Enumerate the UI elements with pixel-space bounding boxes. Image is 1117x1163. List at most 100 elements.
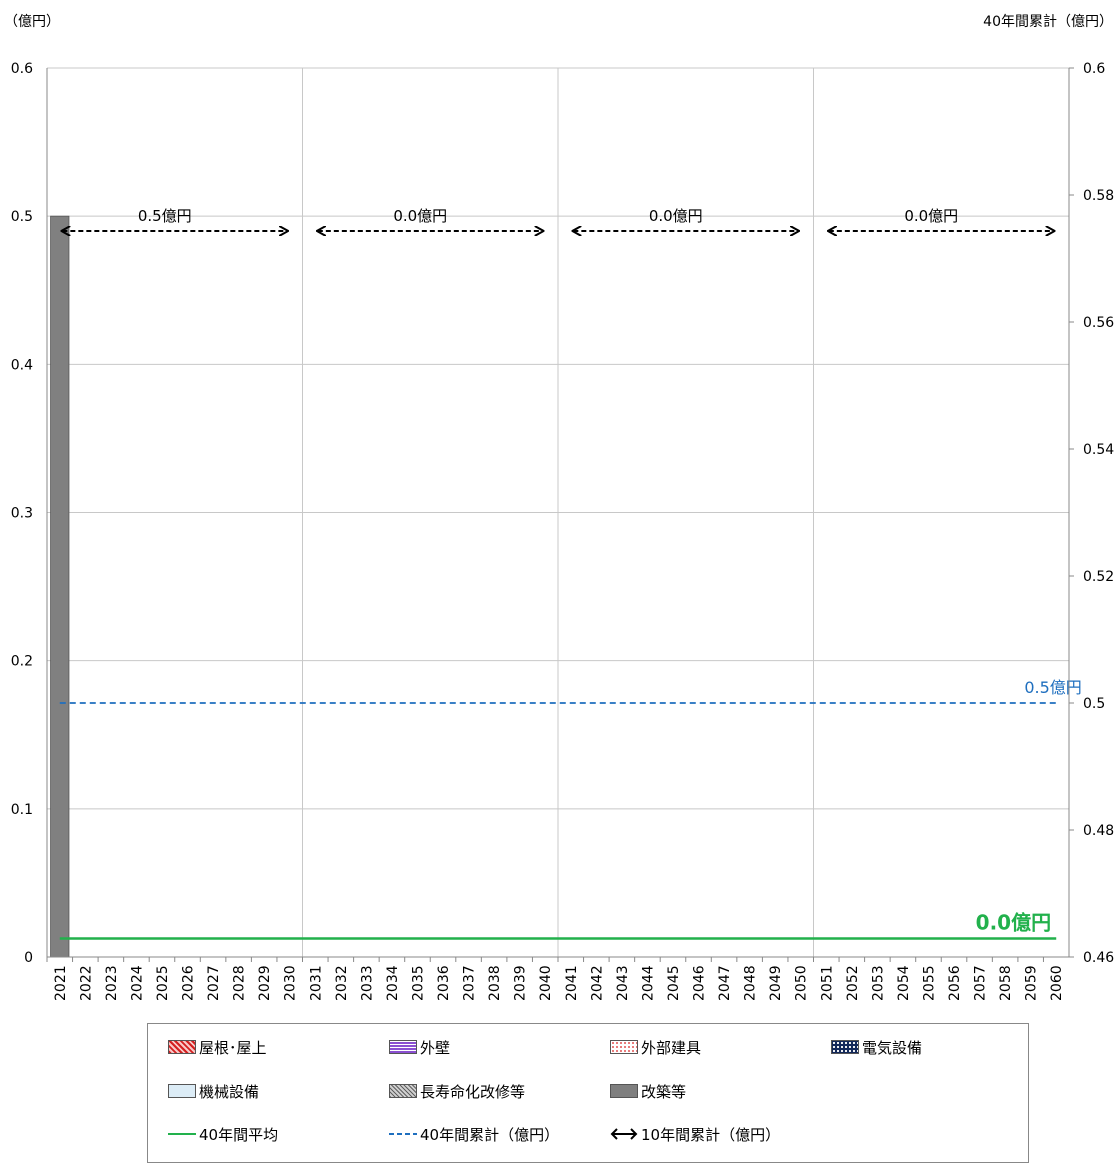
- legend-swatch: [389, 1040, 417, 1054]
- x-tick-label: 2038: [487, 965, 503, 1001]
- x-axis-ticks: 2021 2022 2023 2024 2025 2026 2027 2028 2029 2030…: [46, 957, 1065, 1001]
- decade-total-label: 0.5億円: [138, 207, 192, 225]
- y-axis-ticks: 0 0.1 0.2 0.3 0.4 0.5 0.6: [11, 61, 33, 966]
- x-tick-label: 2052: [845, 965, 861, 1001]
- x-tick-label: 2027: [206, 965, 222, 1001]
- legend-swatch: [610, 1084, 638, 1098]
- x-tick-label: 2054: [896, 965, 912, 1001]
- x-tick-label: 2022: [78, 965, 94, 1001]
- x-tick-label: 2049: [768, 965, 784, 1001]
- right-axis-title: 40年間累計（億円）: [983, 14, 1113, 30]
- y-tick-label: 0.4: [11, 357, 33, 373]
- x-tick-label: 2043: [615, 965, 631, 1001]
- legend-label: 電気設備: [862, 1038, 923, 1057]
- y-tick-label: 0.2: [11, 654, 33, 670]
- cumulative-label: 0.5億円: [1024, 678, 1081, 697]
- x-tick-label: 2050: [794, 965, 810, 1001]
- y2-tick-label: 0.52: [1083, 569, 1114, 585]
- legend-swatch: [168, 1084, 196, 1098]
- legend-item: 電気設備: [831, 1036, 922, 1058]
- y2-axis-ticks: 0.46 0.48 0.5 0.52 0.54 0.56 0.58 0.6: [1069, 61, 1114, 966]
- legend-label: 外壁: [420, 1038, 451, 1057]
- x-tick-label: 2035: [410, 965, 426, 1001]
- y-tick-label: 0.3: [11, 506, 33, 522]
- legend-label: 10年間累計（億円）: [641, 1125, 781, 1144]
- x-tick-label: 2059: [1024, 965, 1040, 1001]
- legend: 屋根･屋上 外壁 外部建具 電気設備機械設備 長寿命化改修等 改築等 40年間平均 40年間累…: [147, 1023, 1029, 1163]
- x-tick-label: 2058: [998, 965, 1014, 1001]
- decade-total-label: 0.0億円: [649, 207, 703, 225]
- y-tick-label: 0.6: [11, 61, 33, 77]
- x-tick-label: 2057: [973, 965, 989, 1001]
- legend-item: 外壁: [389, 1036, 450, 1058]
- legend-label: 外部建具: [641, 1038, 702, 1057]
- y2-tick-label: 0.5: [1083, 696, 1105, 712]
- y2-tick-label: 0.46: [1083, 950, 1114, 966]
- y-tick-label: 0: [24, 950, 33, 966]
- legend-item: 40年間平均: [168, 1123, 278, 1145]
- legend-label: 屋根･屋上: [199, 1038, 267, 1057]
- x-tick-label: 2023: [104, 965, 120, 1001]
- legend-item: 屋根･屋上: [168, 1036, 267, 1058]
- x-tick-label: 2032: [334, 965, 350, 1001]
- x-tick-label: 2056: [947, 965, 963, 1001]
- legend-label: 機械設備: [199, 1082, 260, 1101]
- x-tick-label: 2040: [538, 965, 554, 1001]
- legend-label: 長寿命化改修等: [420, 1082, 526, 1101]
- x-tick-label: 2042: [589, 965, 605, 1001]
- legend-swatch: [389, 1084, 417, 1098]
- legend-item: 40年間累計（億円）: [389, 1123, 559, 1145]
- y2-tick-label: 0.58: [1083, 188, 1114, 204]
- x-tick-label: 2036: [436, 965, 452, 1001]
- legend-swatch: [831, 1040, 859, 1054]
- x-tick-label: 2039: [513, 965, 529, 1001]
- x-tick-label: 2060: [1049, 965, 1065, 1001]
- decade-total-label: 0.0億円: [904, 207, 958, 225]
- gridlines: [47, 67, 1069, 958]
- x-tick-label: 2030: [283, 965, 299, 1001]
- legend-item: 改築等: [610, 1080, 686, 1102]
- legend-item: 10年間累計（億円）: [610, 1123, 780, 1145]
- legend-swatch: [168, 1040, 196, 1054]
- y2-tick-label: 0.56: [1083, 315, 1114, 331]
- legend-label: 改築等: [641, 1082, 687, 1101]
- legend-item: 外部建具: [610, 1036, 701, 1058]
- x-tick-label: 2051: [819, 965, 835, 1001]
- x-tick-label: 2024: [129, 965, 145, 1001]
- legend-line-swatch: [168, 1127, 196, 1141]
- legend-line-swatch: [389, 1127, 417, 1141]
- legend-item: 機械設備: [168, 1080, 259, 1102]
- x-tick-label: 2031: [308, 965, 324, 1001]
- legend-swatch: [610, 1040, 638, 1054]
- x-tick-label: 2026: [181, 965, 197, 1001]
- x-tick-label: 2021: [53, 965, 69, 1001]
- legend-item: 長寿命化改修等: [389, 1080, 525, 1102]
- legend-line-swatch: [610, 1127, 638, 1141]
- x-tick-label: 2037: [462, 965, 478, 1001]
- y2-tick-label: 0.48: [1083, 823, 1114, 839]
- bar-2021: [50, 215, 70, 958]
- y2-tick-label: 0.54: [1083, 442, 1114, 458]
- x-tick-label: 2044: [640, 965, 656, 1001]
- x-tick-label: 2025: [155, 965, 171, 1001]
- reference-lines: 0.0億円 0.5億円: [59, 678, 1082, 940]
- decade-annotations: 0.5億円 0.0億円 0.0億円 0.0億円: [62, 207, 1053, 231]
- y2-tick-label: 0.6: [1083, 61, 1105, 77]
- x-tick-label: 2033: [359, 965, 375, 1001]
- x-tick-label: 2034: [385, 965, 401, 1001]
- legend-label: 40年間累計（億円）: [420, 1125, 560, 1144]
- x-tick-label: 2048: [743, 965, 759, 1001]
- left-axis-title: （億円）: [4, 14, 60, 30]
- decade-total-label: 0.0億円: [393, 207, 447, 225]
- legend-label: 40年間平均: [199, 1125, 279, 1144]
- average-label: 0.0億円: [976, 910, 1051, 934]
- x-tick-label: 2046: [692, 965, 708, 1001]
- y-tick-label: 0.1: [11, 802, 33, 818]
- x-tick-label: 2055: [921, 965, 937, 1001]
- x-tick-label: 2047: [717, 965, 733, 1001]
- x-tick-label: 2041: [564, 965, 580, 1001]
- x-tick-label: 2029: [257, 965, 273, 1001]
- x-tick-label: 2028: [232, 965, 248, 1001]
- chart-canvas: （億円） 40年間累計（億円） 0.0億円 0.5億円 0 0.1 0.2 0.3 0.4…: [4, 14, 1114, 1001]
- x-tick-label: 2045: [666, 965, 682, 1001]
